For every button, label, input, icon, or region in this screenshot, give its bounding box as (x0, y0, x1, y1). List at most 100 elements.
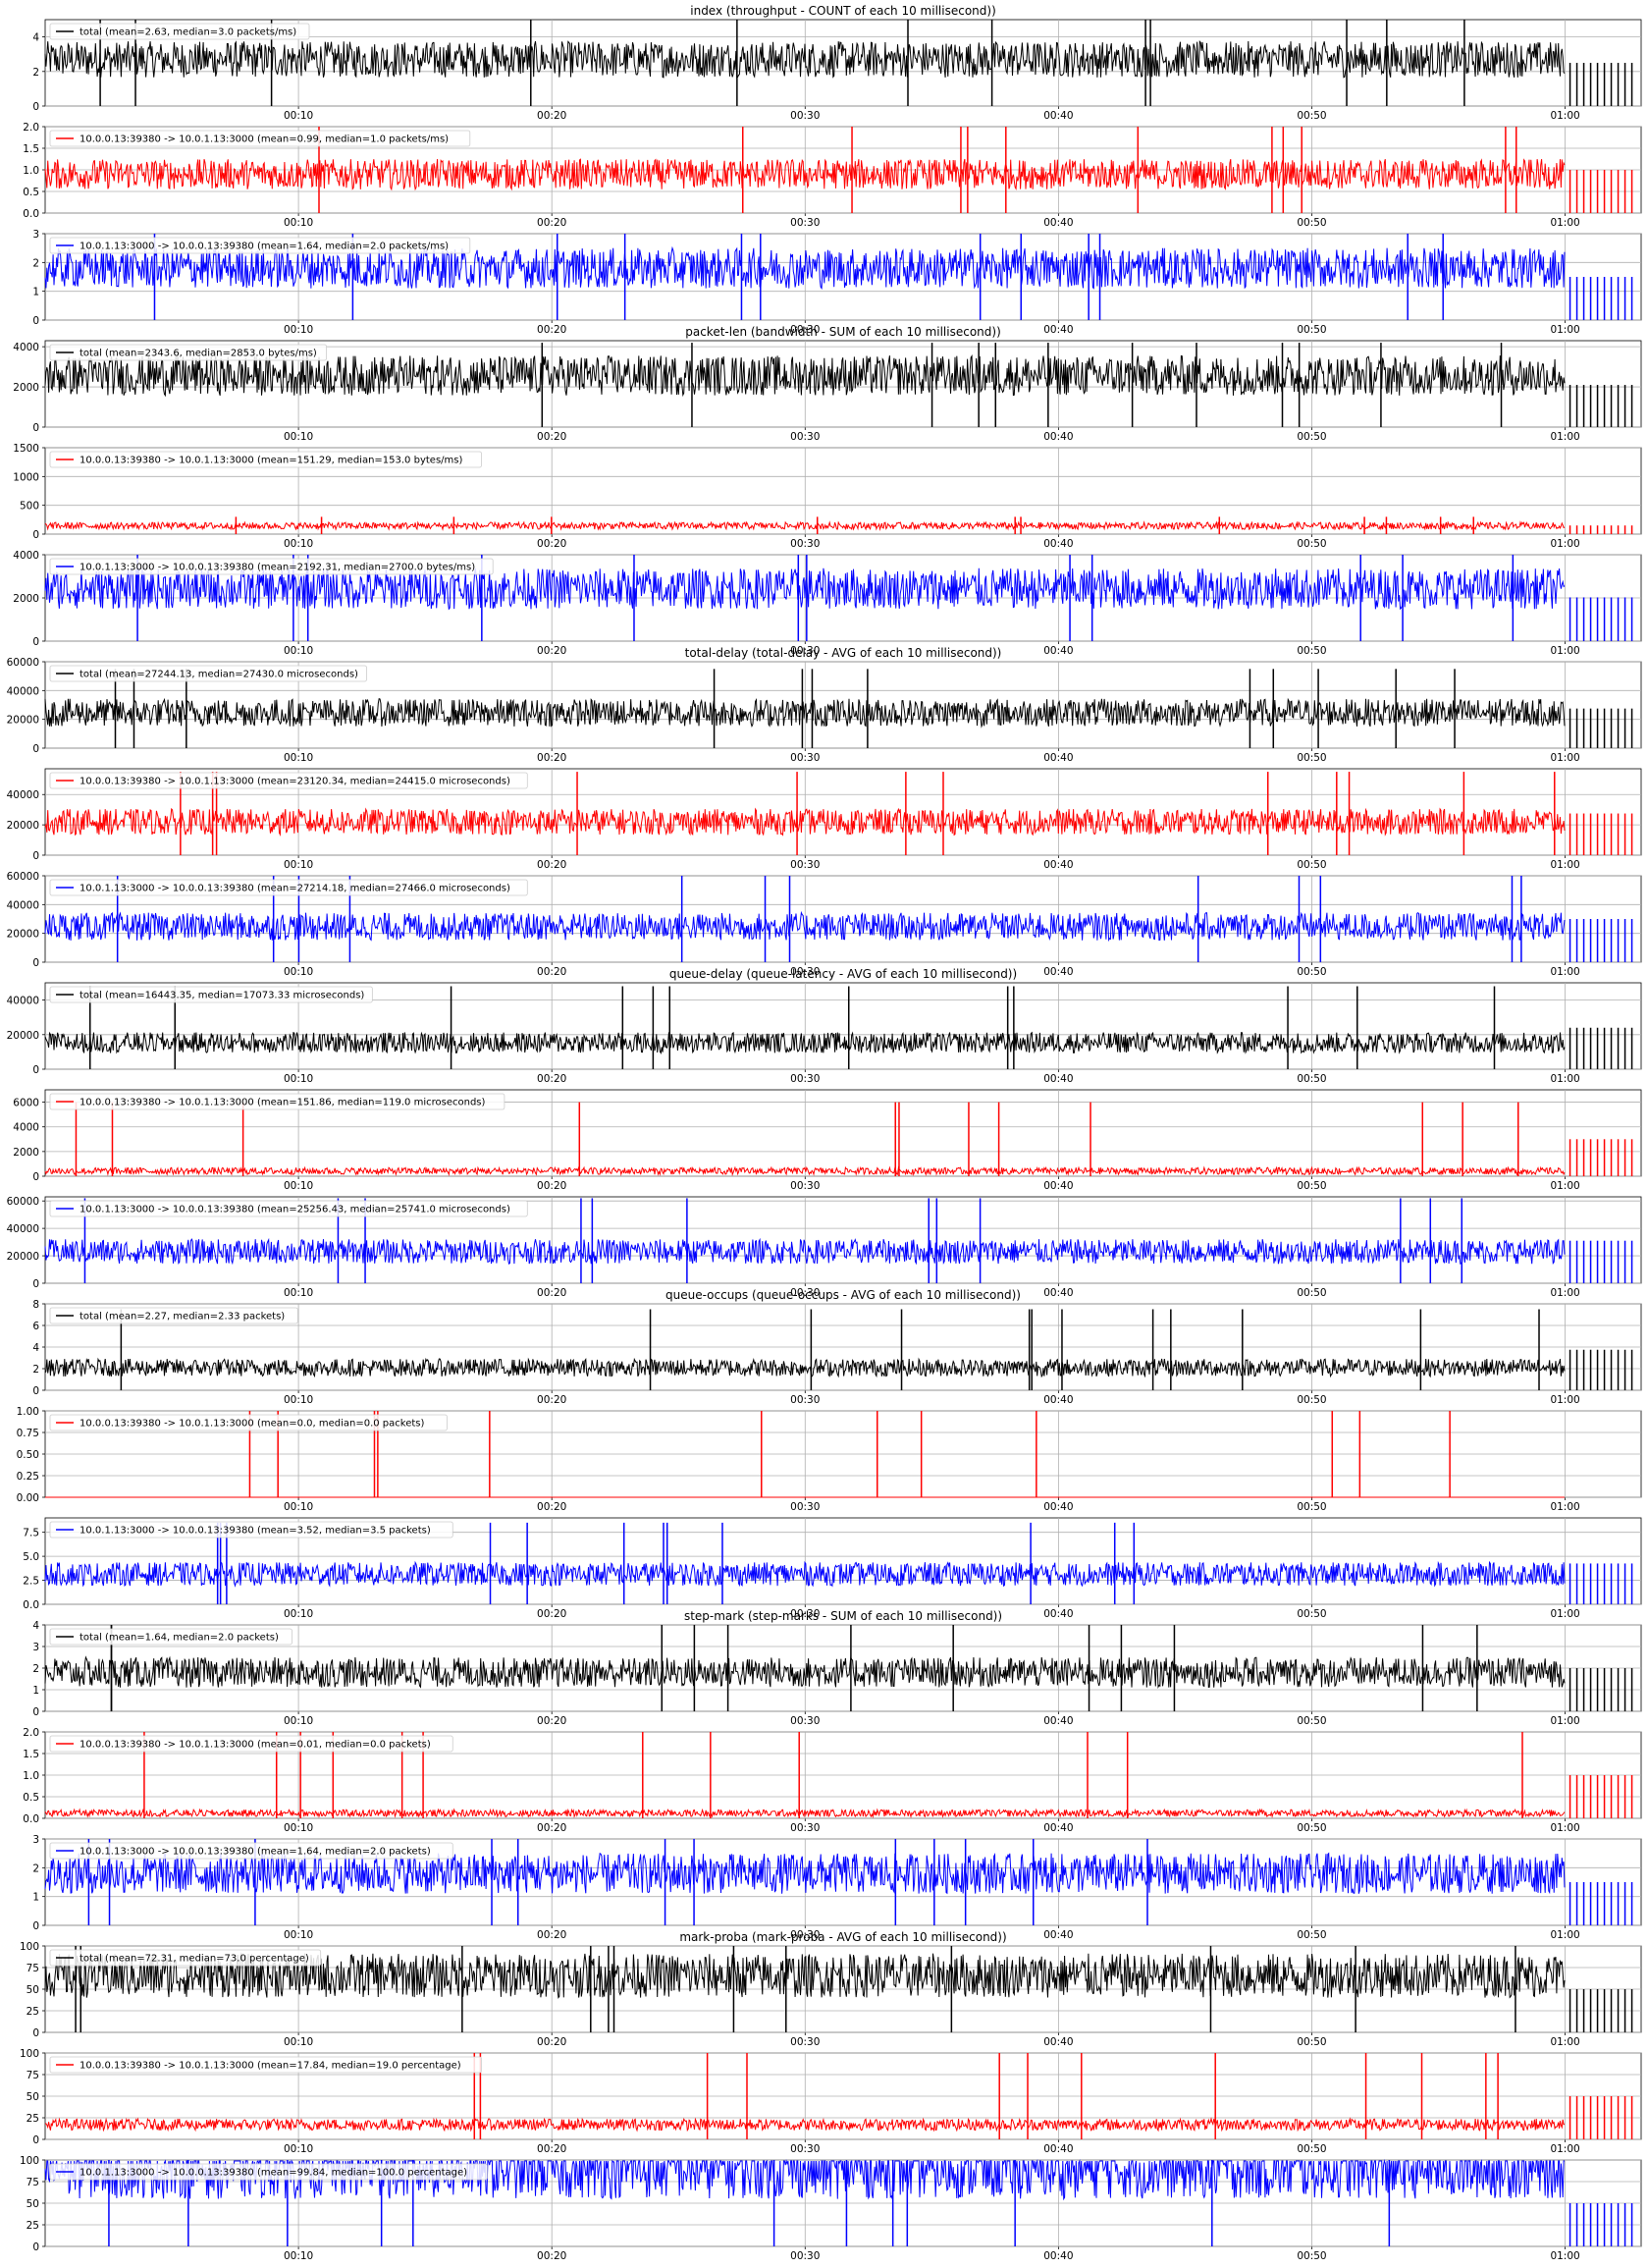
x-tick-label: 00:30 (790, 1822, 820, 1834)
panel-15: 00:10 00:20 00:30 00:40 00:50 01:00 0 1 2 3 4 total… (32, 1620, 1642, 1727)
x-tick-label: 00:30 (790, 217, 820, 229)
y-tick-label: 1 (32, 1892, 39, 1904)
x-tick-label: 00:40 (1043, 1608, 1073, 1620)
series-line-down (44, 567, 1566, 611)
x-tick-label: 00:40 (1043, 217, 1073, 229)
x-tick-label: 00:20 (537, 1822, 566, 1834)
legend-box (49, 237, 471, 254)
y-tick-label: 20000 (7, 1251, 39, 1263)
y-tick-label: 2000 (13, 593, 39, 605)
series-line-down (44, 1852, 1566, 1895)
y-tick-label: 1.0 (23, 1770, 39, 1782)
x-tick-label: 00:40 (1043, 431, 1073, 443)
x-tick-label: 00:50 (1297, 431, 1326, 443)
y-tick-label: 0 (32, 743, 39, 755)
legend-label: 10.0.0.13:39380 -> 10.0.1.13:3000 (mean=… (80, 1740, 431, 1751)
y-tick-label: 0 (32, 636, 39, 648)
series-line-up (45, 2117, 1566, 2133)
x-tick-label: 00:10 (284, 2250, 313, 2262)
legend: total (mean=2.63, median=3.0 packets/ms) (49, 23, 310, 40)
y-tick-label: 100 (20, 2048, 39, 2060)
x-tick-label: 00:40 (1043, 1287, 1073, 1299)
x-tick-label: 00:10 (284, 645, 313, 657)
x-tick-label: 00:10 (284, 1929, 313, 1941)
x-tick-label: 00:50 (1297, 1715, 1326, 1727)
legend-box (49, 1093, 505, 1110)
panel-12: 00:10 00:20 00:30 00:40 00:50 01:00 0 2 4 6 8 total… (32, 1299, 1642, 1406)
legend: 10.0.0.13:39380 -> 10.0.1.13:3000 (mean=… (49, 1093, 505, 1110)
legend-label: 10.0.1.13:3000 -> 10.0.0.13:39380 (mean=… (80, 242, 449, 252)
y-tick-label: 0 (32, 2027, 39, 2039)
x-tick-label: 00:20 (537, 966, 566, 978)
legend: 10.0.1.13:3000 -> 10.0.0.13:39380 (mean=… (49, 237, 471, 254)
y-tick-label: 1 (32, 287, 39, 298)
legend-box (49, 1307, 298, 1324)
legend: total (mean=1.64, median=2.0 packets) (49, 1628, 292, 1646)
legend-box (49, 23, 310, 40)
x-tick-label: 01:00 (1550, 859, 1579, 871)
legend-box (49, 2163, 488, 2181)
y-tick-label: 6000 (13, 1098, 39, 1109)
x-tick-label: 01:00 (1550, 2036, 1579, 2048)
x-tick-label: 00:50 (1297, 1929, 1326, 1941)
x-tick-label: 01:00 (1550, 1822, 1579, 1834)
y-tick-label: 500 (20, 501, 39, 513)
y-tick-label: 1.00 (17, 1406, 39, 1418)
x-tick-label: 00:30 (790, 1501, 820, 1513)
x-tick-label: 00:30 (790, 1073, 820, 1085)
legend-box (49, 344, 327, 361)
x-tick-label: 00:40 (1043, 966, 1073, 978)
x-tick-label: 00:10 (284, 859, 313, 871)
x-tick-label: 00:40 (1043, 110, 1073, 122)
legend: total (mean=27244.13, median=27430.0 mic… (49, 665, 367, 682)
legend-box (49, 451, 482, 468)
series-line-up (44, 807, 1566, 837)
panel-5: 00:10 00:20 00:30 00:40 00:50 01:00 0 2000 4000 1… (13, 550, 1642, 657)
series-line-total (44, 1655, 1566, 1690)
y-tick-label: 0 (32, 1278, 39, 1290)
x-tick-label: 00:40 (1043, 1929, 1073, 1941)
y-tick-label: 0.25 (17, 1471, 39, 1483)
x-tick-label: 00:30 (790, 538, 820, 550)
y-tick-label: 8 (32, 1299, 39, 1311)
legend: 10.0.0.13:39380 -> 10.0.1.13:3000 (mean=… (49, 1735, 453, 1753)
y-tick-label: 40000 (7, 899, 39, 911)
y-tick-label: 1.0 (23, 165, 39, 177)
x-tick-label: 00:50 (1297, 1180, 1326, 1192)
y-tick-label: 0 (32, 1064, 39, 1076)
x-tick-label: 00:10 (284, 966, 313, 978)
legend-box (49, 1521, 453, 1539)
x-tick-label: 00:30 (790, 2143, 820, 2155)
series-line-total (44, 39, 1566, 79)
legend-box (49, 879, 528, 896)
legend-box (49, 772, 528, 789)
x-tick-label: 00:30 (790, 645, 820, 657)
y-tick-label: 2 (32, 1863, 39, 1874)
x-tick-label: 00:30 (790, 859, 820, 871)
y-tick-label: 0 (32, 315, 39, 327)
y-tick-label: 100 (20, 2155, 39, 2167)
x-tick-label: 00:30 (790, 110, 820, 122)
panel-8: 00:10 00:20 00:30 00:40 00:50 01:00 0 20000 4000… (7, 871, 1642, 978)
legend: total (mean=2.27, median=2.33 packets) (49, 1307, 298, 1324)
x-tick-label: 00:40 (1043, 859, 1073, 871)
group-title: total-delay (total-delay - AVG of each 1… (685, 646, 1002, 660)
series-line-up (44, 1808, 1566, 1819)
panel-20: 00:10 00:20 00:30 00:40 00:50 01:00 0 25 50 75 100… (20, 2155, 1642, 2262)
y-tick-label: 2 (32, 257, 39, 269)
x-tick-label: 00:10 (284, 538, 313, 550)
legend: 10.0.1.13:3000 -> 10.0.0.13:39380 (mean=… (49, 1200, 528, 1217)
x-tick-label: 00:50 (1297, 1073, 1326, 1085)
x-tick-label: 00:20 (537, 217, 566, 229)
y-tick-label: 75 (27, 2070, 39, 2081)
y-tick-label: 2.0 (23, 122, 39, 134)
x-tick-label: 00:30 (790, 752, 820, 764)
x-tick-label: 00:20 (537, 431, 566, 443)
x-tick-label: 00:20 (537, 1287, 566, 1299)
legend-label: total (mean=2.27, median=2.33 packets) (80, 1312, 285, 1323)
y-tick-label: 75 (27, 1963, 39, 1974)
y-tick-label: 0 (32, 957, 39, 969)
y-tick-label: 25 (27, 2220, 39, 2232)
x-tick-label: 00:20 (537, 859, 566, 871)
